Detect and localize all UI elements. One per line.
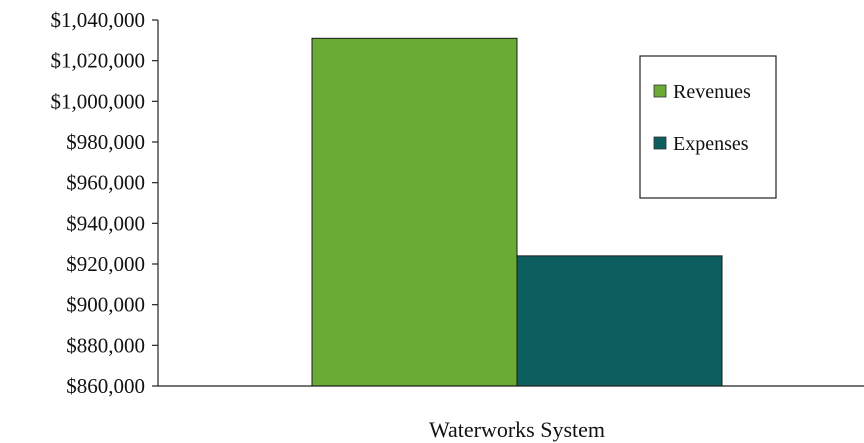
y-tick-label: $1,000,000 — [51, 89, 146, 113]
bar-revenues — [311, 37, 518, 387]
y-axis: $860,000 $880,000 $900,000 $920,000 $940,000… — [51, 8, 159, 398]
y-tick-label: $980,000 — [66, 130, 145, 154]
y-tick-label: $940,000 — [66, 211, 145, 235]
y-ticks: $860,000 $880,000 $900,000 $920,000 $940,000… — [51, 8, 158, 398]
y-tick-label: $920,000 — [66, 252, 145, 276]
category-label: Waterworks System — [429, 417, 605, 442]
bars — [311, 37, 723, 387]
y-tick-label: $1,040,000 — [51, 8, 146, 32]
legend-swatch-revenues — [653, 84, 667, 98]
legend: Revenues Expenses — [639, 55, 777, 199]
legend-box — [639, 55, 777, 199]
legend-label-revenues: Revenues — [673, 81, 751, 103]
y-tick-label: $900,000 — [66, 293, 145, 317]
y-tick-label: $960,000 — [66, 171, 145, 195]
y-tick-label: $1,020,000 — [51, 49, 146, 73]
legend-label-expenses: Expenses — [673, 133, 749, 155]
y-tick-label: $880,000 — [66, 333, 145, 357]
y-tick-label: $860,000 — [66, 374, 145, 398]
legend-swatch-expenses — [653, 136, 667, 150]
bar-expenses — [516, 255, 723, 387]
